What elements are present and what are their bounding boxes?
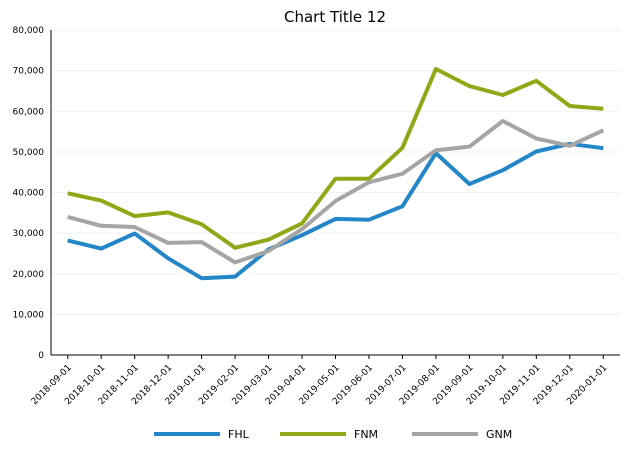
y-tick-label: 60,000 [13,107,45,117]
legend-label: FNM [354,428,378,441]
series-line-gnm [67,119,605,265]
series-lines [67,67,605,281]
y-tick-label: 0 [38,351,44,361]
y-tick-label: 20,000 [13,270,45,280]
chart-title: Chart Title 12 [284,8,386,26]
y-axis-ticks: 0 10,000 20,000 30,000 40,000 50,000 60,000 70,… [13,26,45,361]
y-tick-label: 40,000 [13,189,45,199]
series-line-fhl [67,141,604,281]
y-tick-label: 80,000 [13,26,45,36]
y-tick-label: 50,000 [13,148,45,158]
gridlines [51,29,620,315]
series-line-fnm [67,67,604,250]
legend-label: GNM [486,428,512,441]
y-tick-label: 10,000 [13,310,45,320]
x-axis-ticks: 2018-09-012018-10-012018-11-012018-12-01… [30,355,609,407]
legend-label: FHL [228,428,250,441]
y-tick-label: 70,000 [13,67,45,77]
legend: FHL FNM GNM [154,428,512,441]
y-tick-label: 30,000 [13,229,45,239]
